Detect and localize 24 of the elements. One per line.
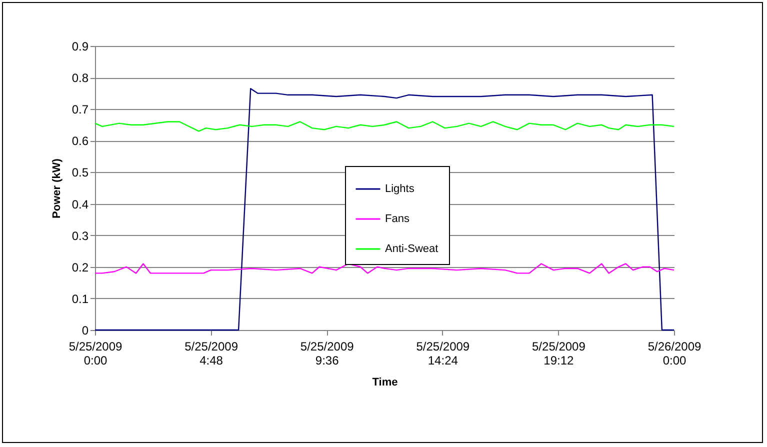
x-tick-label: 5/25/2009 19:12 bbox=[532, 340, 586, 368]
x-tick-label: 5/25/2009 9:36 bbox=[300, 340, 354, 368]
y-tick-label: 0.8 bbox=[72, 71, 89, 86]
legend-label: Lights bbox=[385, 183, 415, 195]
line-series bbox=[94, 121, 675, 132]
y-tick-label: 0.1 bbox=[72, 292, 89, 306]
y-tick-label: 0.4 bbox=[72, 197, 89, 212]
y-tick-label: 0.9 bbox=[72, 40, 89, 54]
y-tick-label: 0.6 bbox=[72, 134, 89, 148]
y-tick-label: 0.5 bbox=[72, 166, 89, 180]
legend-label: Anti-Sweat bbox=[385, 243, 438, 255]
line-series bbox=[94, 88, 675, 331]
y-tick-label: 0.2 bbox=[72, 260, 89, 274]
x-tick-label: 5/25/2009 4:48 bbox=[184, 340, 238, 368]
x-axis-title: Time bbox=[372, 376, 398, 388]
legend-label: Fans bbox=[385, 213, 410, 225]
x-tick-label: 5/25/2009 0:00 bbox=[68, 340, 123, 368]
x-tick-label: 5/26/2009 0:00 bbox=[648, 340, 702, 368]
line-series bbox=[94, 263, 675, 274]
y-tick-label: 0 bbox=[82, 324, 89, 338]
y-tick-label: 0.7 bbox=[72, 102, 89, 117]
x-tick-label: 5/25/2009 14:24 bbox=[416, 340, 470, 368]
y-axis-title: Power (kW) bbox=[50, 158, 63, 218]
y-tick-label: 0.3 bbox=[72, 228, 89, 243]
